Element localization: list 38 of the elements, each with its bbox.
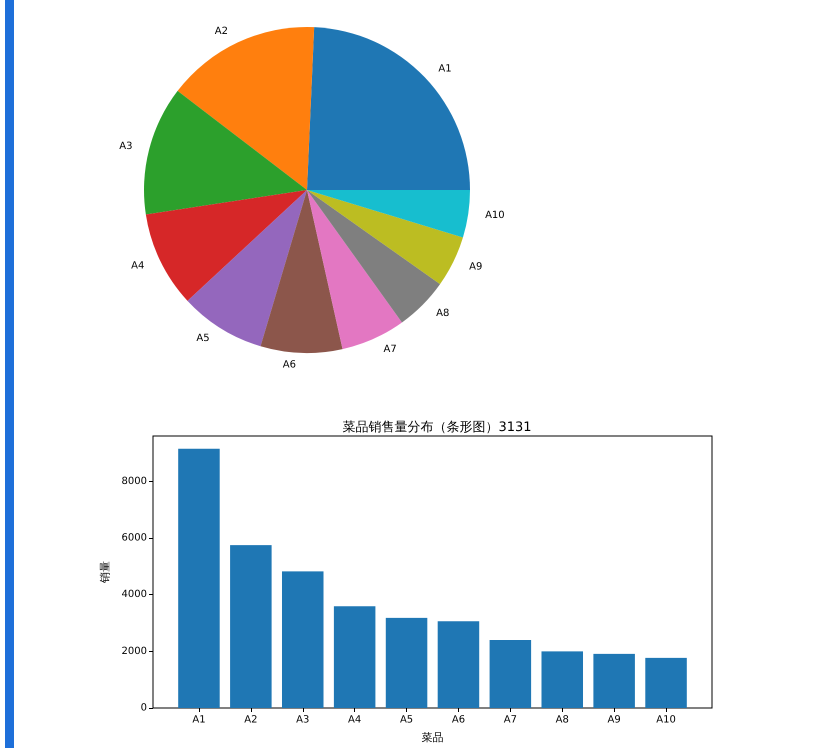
bar bbox=[541, 651, 584, 708]
x-axis-title: 菜品 bbox=[422, 731, 444, 744]
slice-label: A3 bbox=[119, 140, 132, 152]
bar bbox=[334, 606, 376, 708]
x-tick-label: A5 bbox=[400, 714, 414, 726]
x-tick-label: A9 bbox=[608, 714, 621, 726]
x-tick-label: A10 bbox=[656, 714, 676, 726]
x-tick-label: A4 bbox=[348, 714, 362, 726]
chart-title: 菜品销售量分布（条形图）3131 bbox=[342, 420, 532, 435]
bar bbox=[282, 571, 324, 708]
bar bbox=[593, 654, 635, 708]
y-tick-label: 6000 bbox=[122, 532, 147, 544]
slice-label: A9 bbox=[469, 261, 482, 272]
x-tick-label: A6 bbox=[452, 714, 466, 726]
bar bbox=[178, 448, 220, 708]
slice-label: A10 bbox=[485, 210, 505, 222]
x-tick-label: A7 bbox=[504, 714, 517, 726]
bar bbox=[438, 621, 480, 708]
y-tick-label: 4000 bbox=[122, 589, 147, 600]
bar bbox=[645, 658, 687, 708]
slice-label: A4 bbox=[131, 260, 144, 272]
slice-label: A6 bbox=[282, 359, 296, 370]
slice-label: A5 bbox=[196, 333, 210, 344]
bar bbox=[230, 545, 272, 708]
slice-label: A8 bbox=[436, 308, 450, 319]
slice-label: A7 bbox=[384, 344, 397, 356]
x-tick-label: A3 bbox=[296, 714, 310, 726]
x-tick-label: A2 bbox=[244, 714, 258, 726]
slice-label: A1 bbox=[438, 64, 452, 75]
y-axis-title: 销量 bbox=[98, 561, 112, 584]
y-tick-label: 8000 bbox=[122, 476, 147, 487]
y-tick-label: 2000 bbox=[122, 646, 147, 657]
bar bbox=[490, 640, 532, 708]
y-tick-label: 0 bbox=[140, 702, 147, 714]
slice-label: A2 bbox=[214, 26, 228, 37]
x-tick-label: A1 bbox=[192, 714, 206, 726]
bar bbox=[386, 618, 428, 708]
x-tick-label: A8 bbox=[556, 714, 569, 726]
